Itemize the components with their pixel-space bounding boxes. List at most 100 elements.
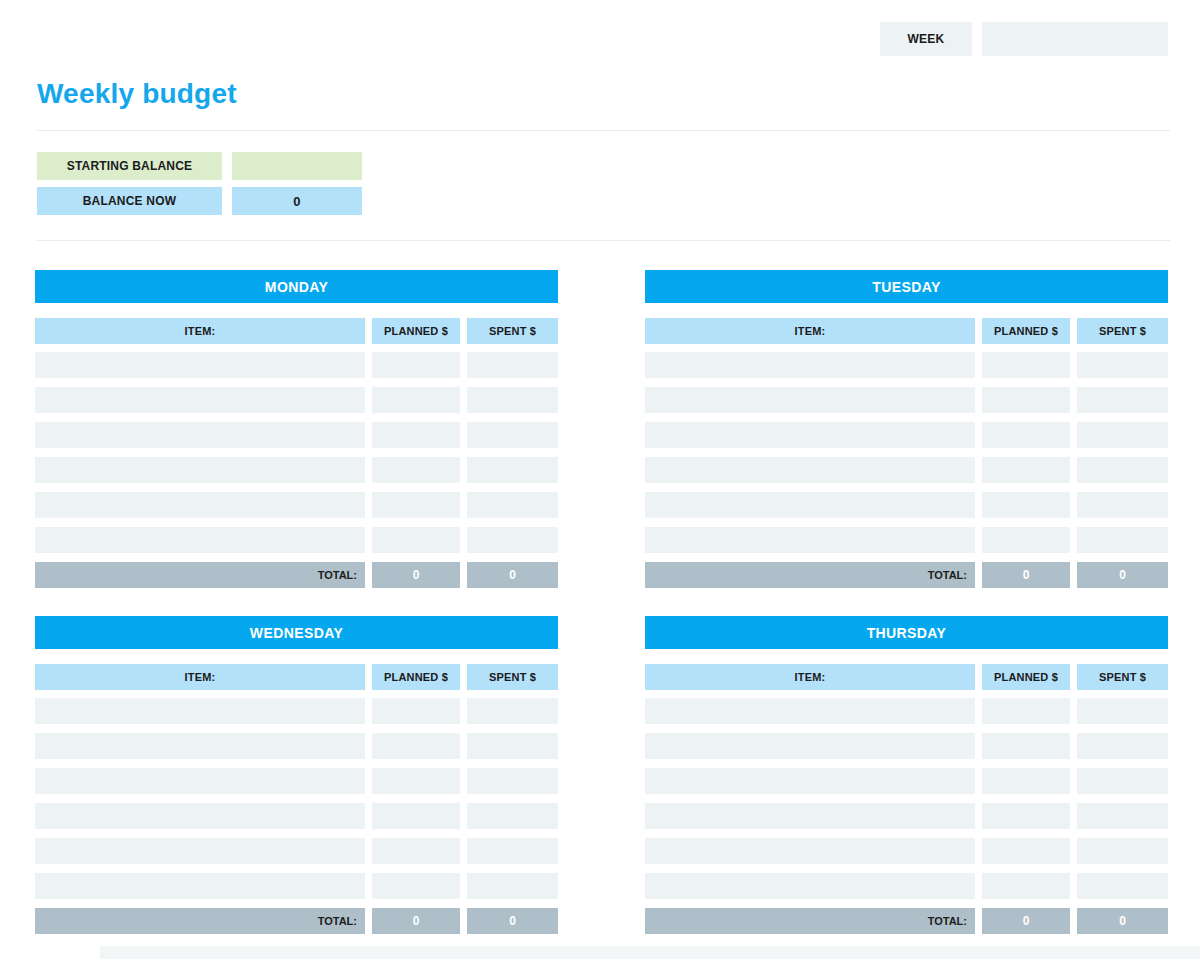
spent-column-header: SPENT $ (1077, 664, 1168, 690)
empty-cell-planned[interactable] (372, 838, 460, 864)
empty-cell-item[interactable] (645, 492, 975, 518)
empty-cell-item[interactable] (645, 838, 975, 864)
empty-cell-item[interactable] (645, 422, 975, 448)
empty-cell-item[interactable] (645, 387, 975, 413)
empty-cell-item[interactable] (645, 527, 975, 553)
empty-cell-planned[interactable] (982, 768, 1070, 794)
empty-cell-planned[interactable] (372, 457, 460, 483)
empty-row (645, 422, 1168, 448)
empty-cell-planned[interactable] (372, 387, 460, 413)
balance-now-value: 0 (232, 187, 362, 215)
empty-cell-spent[interactable] (467, 803, 558, 829)
empty-cell-spent[interactable] (467, 733, 558, 759)
empty-row (645, 698, 1168, 724)
empty-row (35, 768, 558, 794)
week-input[interactable] (982, 22, 1168, 56)
empty-cell-spent[interactable] (1077, 803, 1168, 829)
empty-cell-item[interactable] (35, 838, 365, 864)
empty-cell-planned[interactable] (982, 803, 1070, 829)
empty-cell-planned[interactable] (982, 387, 1070, 413)
empty-cell-planned[interactable] (982, 527, 1070, 553)
spent-column-header: SPENT $ (467, 664, 558, 690)
empty-cell-item[interactable] (35, 527, 365, 553)
empty-cell-spent[interactable] (467, 873, 558, 899)
empty-cell-spent[interactable] (467, 838, 558, 864)
empty-row (645, 457, 1168, 483)
empty-cell-spent[interactable] (467, 457, 558, 483)
planned-column-header: PLANNED $ (372, 664, 460, 690)
empty-cell-planned[interactable] (982, 698, 1070, 724)
empty-cell-planned[interactable] (372, 768, 460, 794)
empty-cell-spent[interactable] (1077, 698, 1168, 724)
empty-cell-item[interactable] (35, 422, 365, 448)
empty-cell-spent[interactable] (1077, 457, 1168, 483)
empty-row (35, 387, 558, 413)
starting-balance-label: STARTING BALANCE (37, 152, 222, 180)
empty-cell-item[interactable] (35, 803, 365, 829)
day-table-tuesday: TUESDAY ITEM: PLANNED $ SPENT $ TOTAL: 0… (645, 270, 1168, 588)
empty-cell-item[interactable] (645, 698, 975, 724)
empty-cell-spent[interactable] (467, 422, 558, 448)
empty-cell-spent[interactable] (1077, 527, 1168, 553)
empty-cell-planned[interactable] (372, 422, 460, 448)
empty-cell-spent[interactable] (467, 698, 558, 724)
total-planned-value: 0 (372, 908, 460, 934)
empty-cell-planned[interactable] (372, 492, 460, 518)
empty-cell-planned[interactable] (372, 352, 460, 378)
item-column-header: ITEM: (35, 318, 365, 344)
empty-cell-item[interactable] (645, 733, 975, 759)
empty-cell-planned[interactable] (372, 698, 460, 724)
empty-cell-spent[interactable] (1077, 768, 1168, 794)
empty-cell-item[interactable] (35, 457, 365, 483)
empty-cell-spent[interactable] (1077, 422, 1168, 448)
empty-cell-planned[interactable] (982, 352, 1070, 378)
empty-cell-planned[interactable] (982, 492, 1070, 518)
empty-cell-planned[interactable] (982, 838, 1070, 864)
empty-cell-spent[interactable] (467, 352, 558, 378)
empty-cell-spent[interactable] (1077, 387, 1168, 413)
item-column-header: ITEM: (645, 664, 975, 690)
empty-cell-item[interactable] (645, 873, 975, 899)
empty-cell-spent[interactable] (1077, 733, 1168, 759)
empty-rows (35, 698, 558, 899)
empty-row (35, 422, 558, 448)
empty-cell-spent[interactable] (467, 768, 558, 794)
empty-cell-spent[interactable] (467, 387, 558, 413)
empty-rows (35, 352, 558, 553)
empty-cell-spent[interactable] (1077, 838, 1168, 864)
empty-rows (645, 698, 1168, 899)
empty-cell-item[interactable] (35, 733, 365, 759)
empty-cell-item[interactable] (35, 768, 365, 794)
empty-cell-spent[interactable] (1077, 352, 1168, 378)
empty-row (35, 803, 558, 829)
empty-cell-planned[interactable] (982, 422, 1070, 448)
empty-cell-planned[interactable] (372, 527, 460, 553)
empty-cell-item[interactable] (645, 768, 975, 794)
total-row: TOTAL: 0 0 (35, 562, 558, 588)
empty-cell-spent[interactable] (467, 527, 558, 553)
empty-cell-spent[interactable] (1077, 873, 1168, 899)
empty-cell-item[interactable] (35, 387, 365, 413)
day-table-wednesday: WEDNESDAY ITEM: PLANNED $ SPENT $ TOTAL:… (35, 616, 558, 934)
column-header-row: ITEM: PLANNED $ SPENT $ (645, 318, 1168, 344)
starting-balance-value[interactable] (232, 152, 362, 180)
empty-cell-spent[interactable] (467, 492, 558, 518)
empty-cell-spent[interactable] (1077, 492, 1168, 518)
empty-cell-planned[interactable] (372, 803, 460, 829)
empty-row (645, 527, 1168, 553)
empty-cell-item[interactable] (645, 803, 975, 829)
total-planned-value: 0 (982, 908, 1070, 934)
empty-cell-item[interactable] (35, 352, 365, 378)
empty-cell-planned[interactable] (982, 733, 1070, 759)
empty-cell-item[interactable] (35, 492, 365, 518)
empty-cell-planned[interactable] (982, 873, 1070, 899)
empty-cell-planned[interactable] (982, 457, 1070, 483)
empty-cell-item[interactable] (645, 352, 975, 378)
empty-cell-planned[interactable] (372, 873, 460, 899)
total-row: TOTAL: 0 0 (645, 908, 1168, 934)
empty-cell-item[interactable] (35, 698, 365, 724)
empty-cell-item[interactable] (645, 457, 975, 483)
empty-cell-item[interactable] (35, 873, 365, 899)
empty-cell-planned[interactable] (372, 733, 460, 759)
column-header-row: ITEM: PLANNED $ SPENT $ (35, 664, 558, 690)
